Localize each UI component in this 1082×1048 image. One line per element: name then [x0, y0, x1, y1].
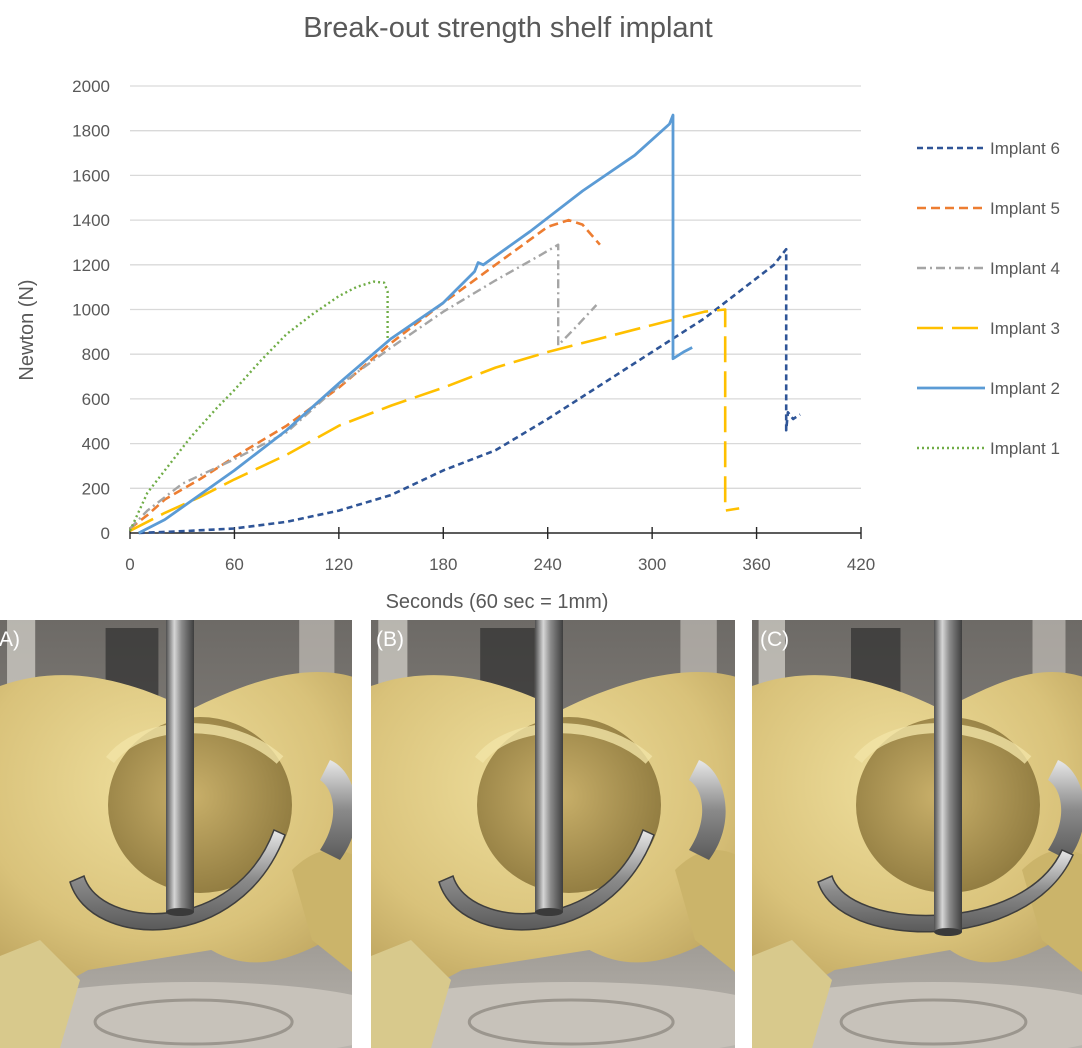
implant-test-photo-a [0, 620, 352, 1048]
photo-label-b: (B) [376, 628, 404, 651]
y-tick-label: 1600 [72, 166, 110, 185]
x-tick-label: 300 [638, 555, 666, 574]
break-out-chart: Break-out strength shelf implant 0 200 400… [16, 12, 1060, 613]
legend-label: Implant 1 [990, 439, 1060, 458]
x-tick-label: 420 [847, 555, 875, 574]
photo-label-a: (A) [0, 628, 20, 651]
y-tick-label: 400 [82, 435, 110, 454]
legend-label: Implant 6 [990, 139, 1060, 158]
x-tick-label: 0 [125, 555, 134, 574]
y-tick-label: 2000 [72, 77, 110, 96]
x-tick-label: 240 [534, 555, 562, 574]
photo-label-c: (C) [760, 628, 790, 651]
series-line-implant-4 [129, 243, 598, 530]
x-axis-label: Seconds (60 sec = 1mm) [386, 591, 609, 613]
implant-test-photo-b [371, 620, 735, 1048]
y-tick-label: 600 [82, 390, 110, 409]
x-tick-label: 60 [225, 555, 244, 574]
legend-label: Implant 5 [990, 199, 1060, 218]
y-tick-label: 200 [82, 479, 110, 498]
legend-label: Implant 4 [990, 259, 1060, 278]
implant-test-photo-c [752, 620, 1082, 1048]
gridlines [130, 85, 861, 489]
series-line-implant-3 [129, 308, 740, 532]
series-lines [128, 113, 801, 535]
y-axis-label: Newton (N) [16, 279, 38, 380]
chart-title: Break-out strength shelf implant [303, 12, 712, 44]
y-tick-label: 1400 [72, 211, 110, 230]
y-tick-label: 1200 [72, 256, 110, 275]
photo-panel-b: (B) [371, 620, 735, 1048]
y-tick-label: 800 [82, 345, 110, 364]
x-tick-label: 360 [742, 555, 770, 574]
x-tick-label: 120 [325, 555, 353, 574]
legend: Implant 6 Implant 5 Implant 4 Implant 3 Impl… [917, 139, 1060, 458]
y-tick-label: 1800 [72, 122, 110, 141]
photo-panel-a: (A) [0, 620, 352, 1048]
series-line-implant-6 [138, 247, 801, 535]
series-line-implant-2 [138, 113, 693, 535]
legend-label: Implant 3 [990, 319, 1060, 338]
series-line-implant-5 [129, 218, 601, 530]
axes: 0 200 400 600 800 1000 1200 1400 1600 1800 2000 0 60… [72, 77, 875, 574]
photo-panel-c: (C) [752, 620, 1082, 1048]
x-tick-label: 180 [429, 555, 457, 574]
y-tick-label: 1000 [72, 301, 110, 320]
y-tick-label: 0 [101, 524, 110, 543]
test-photo-strip: (A) (B) (C) [0, 620, 1082, 1048]
legend-label: Implant 2 [990, 379, 1060, 398]
